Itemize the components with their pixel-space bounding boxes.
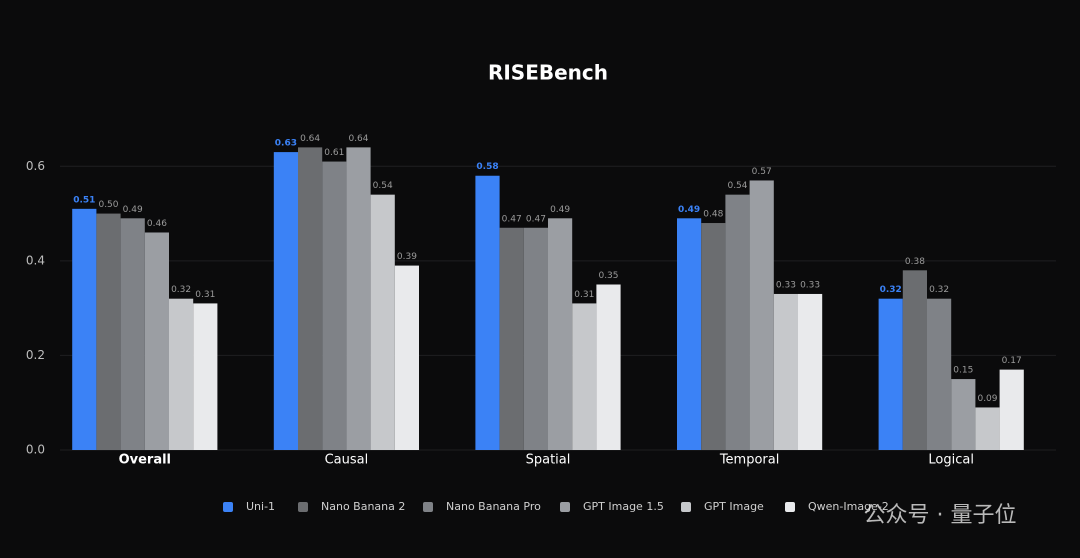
bar bbox=[499, 227, 524, 450]
legend-label: Nano Banana 2 bbox=[321, 500, 405, 513]
bar bbox=[72, 208, 97, 450]
value-label: 0.54 bbox=[727, 181, 747, 191]
bar bbox=[798, 293, 823, 450]
bar bbox=[193, 303, 218, 450]
value-label: 0.61 bbox=[324, 148, 344, 158]
value-label: 0.31 bbox=[195, 290, 215, 300]
value-label: 0.49 bbox=[678, 205, 700, 215]
value-label: 0.58 bbox=[476, 162, 498, 172]
bar bbox=[120, 218, 145, 450]
bar bbox=[346, 147, 371, 450]
legend-marker bbox=[681, 502, 691, 512]
bar bbox=[677, 218, 702, 450]
bar bbox=[273, 152, 298, 450]
bar bbox=[96, 213, 121, 450]
value-label: 0.49 bbox=[123, 205, 143, 215]
value-label: 0.39 bbox=[397, 252, 417, 262]
value-label: 0.47 bbox=[502, 214, 522, 224]
value-label: 0.54 bbox=[373, 181, 393, 191]
bar bbox=[749, 180, 774, 450]
value-label: 0.57 bbox=[752, 167, 772, 177]
x-tick-label: Spatial bbox=[526, 453, 571, 468]
bar bbox=[725, 194, 750, 450]
value-label: 0.09 bbox=[977, 394, 997, 404]
bar bbox=[572, 303, 597, 450]
legend-label: Qwen-Image-2 bbox=[808, 500, 889, 513]
value-label: 0.32 bbox=[171, 285, 191, 295]
value-label: 0.64 bbox=[348, 134, 368, 144]
bar bbox=[927, 298, 952, 450]
bar bbox=[144, 232, 169, 450]
x-tick-label: Overall bbox=[119, 453, 171, 468]
y-tick-label: 0.6 bbox=[26, 159, 45, 173]
bar bbox=[394, 265, 419, 450]
value-label: 0.49 bbox=[550, 205, 570, 215]
value-label: 0.48 bbox=[703, 210, 723, 220]
legend-label: Uni-1 bbox=[246, 500, 275, 513]
value-label: 0.17 bbox=[1002, 356, 1022, 366]
watermark: 公众号 · 量子位 bbox=[864, 503, 1017, 528]
bar bbox=[773, 293, 798, 450]
legend-marker bbox=[223, 502, 233, 512]
bar bbox=[370, 194, 395, 450]
value-label: 0.32 bbox=[880, 285, 902, 295]
value-label: 0.33 bbox=[800, 280, 820, 290]
bar bbox=[999, 369, 1024, 450]
value-label: 0.35 bbox=[598, 271, 618, 281]
bar bbox=[523, 227, 548, 450]
bar bbox=[951, 379, 976, 450]
y-tick-label: 0.0 bbox=[26, 443, 45, 457]
value-label: 0.64 bbox=[300, 134, 320, 144]
legend-label: GPT Image bbox=[704, 500, 764, 513]
chart-title: RISEBench bbox=[488, 61, 608, 85]
value-label: 0.47 bbox=[526, 214, 546, 224]
value-label: 0.15 bbox=[953, 366, 973, 376]
value-label: 0.32 bbox=[929, 285, 949, 295]
x-tick-label: Temporal bbox=[719, 453, 780, 468]
legend-label: Nano Banana Pro bbox=[446, 500, 541, 513]
value-label: 0.38 bbox=[905, 257, 925, 267]
legend-marker bbox=[298, 502, 308, 512]
bar bbox=[975, 407, 1000, 450]
value-label: 0.33 bbox=[776, 280, 796, 290]
bar bbox=[548, 218, 573, 450]
bar bbox=[475, 175, 500, 450]
value-label: 0.63 bbox=[275, 139, 297, 149]
value-label: 0.46 bbox=[147, 219, 167, 229]
bar bbox=[701, 223, 726, 450]
y-tick-label: 0.2 bbox=[26, 348, 45, 362]
legend-marker bbox=[423, 502, 433, 512]
y-tick-label: 0.4 bbox=[26, 253, 45, 267]
x-tick-label: Causal bbox=[325, 453, 369, 468]
bar bbox=[322, 161, 347, 451]
bar bbox=[596, 284, 621, 450]
bar bbox=[902, 270, 927, 450]
bar bbox=[298, 147, 323, 450]
legend-marker bbox=[560, 502, 570, 512]
bar bbox=[169, 298, 194, 450]
value-label: 0.51 bbox=[73, 195, 95, 205]
legend-marker bbox=[785, 502, 795, 512]
value-label: 0.31 bbox=[574, 290, 594, 300]
value-label: 0.50 bbox=[98, 200, 118, 210]
x-tick-label: Logical bbox=[928, 453, 974, 468]
bar bbox=[878, 298, 903, 450]
legend-label: GPT Image 1.5 bbox=[583, 500, 664, 513]
